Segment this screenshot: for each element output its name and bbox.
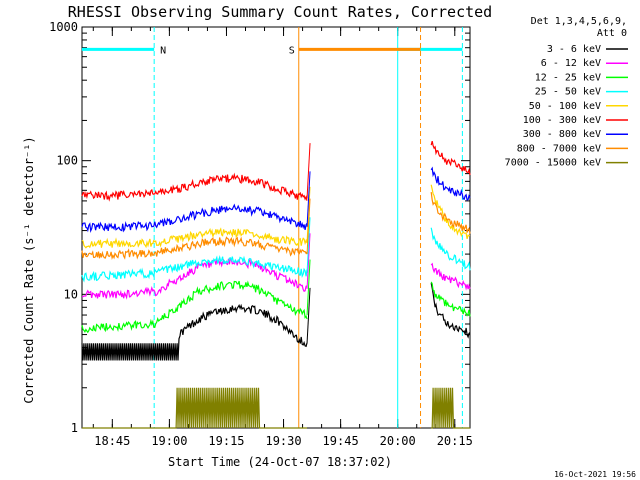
date-stamp: 16-Oct-2021 19:56 [554,470,636,479]
series-line-pre [81,227,308,249]
legend-entry-label: 3 - 6 keV [547,44,601,55]
x-tick-label: 19:30 [265,434,301,448]
x-tick-label: 20:15 [437,434,473,448]
series-spike [306,186,311,243]
legend-entry-label: 25 - 50 keV [535,87,601,98]
series-line-post [430,282,471,339]
series-spike [306,198,311,255]
series-line-post [430,184,471,240]
legend-header: Det 1,3,4,5,6,9, [531,16,627,27]
x-tick-label: 19:15 [208,434,244,448]
x-axis-label: Start Time (24-Oct-07 18:37:02) [168,455,392,469]
y-tick-label: 1000 [49,20,78,34]
x-tick-label: 18:45 [94,434,130,448]
series-line-pre [81,303,308,361]
series-line-post [430,140,471,176]
series-3-6keV [81,282,471,361]
series-800-7000keV [81,192,471,260]
legend-header: Att 0 [597,28,627,39]
series-12-25keV [81,259,471,334]
x-tick-label: 20:00 [380,434,416,448]
legend-entry-label: 6 - 12 keV [541,58,601,69]
series-line-pre [81,256,308,300]
series-line-post [430,166,471,201]
y-tick-label: 100 [56,154,78,168]
series-line-post [430,192,471,234]
series-spike [306,171,311,227]
series-spike [306,143,311,199]
annotation-label: S [289,45,295,56]
series-line-post [430,262,471,291]
series-spike [306,287,311,344]
series-7000-15000keV [82,387,470,429]
legend-entry-label: 12 - 25 keV [535,72,601,83]
legend-entry-label: 300 - 800 keV [523,129,601,140]
plot-frame [81,26,471,429]
series-line-post [430,227,471,271]
series-100-300keV [81,140,471,202]
series-line-pre [81,172,308,202]
series-300-800keV [81,166,471,233]
annotation-label: N [160,45,166,56]
legend-entry-label: 50 - 100 keV [529,101,601,112]
series-line-pre [81,203,308,233]
x-tick-label: 19:45 [323,434,359,448]
series-line-pre [81,236,308,260]
series-25-50keV [81,217,471,283]
y-tick-label: 1 [71,421,78,435]
series-spike [306,259,311,316]
legend-entry-label: 7000 - 15000 keV [505,158,601,169]
series-spike [306,233,311,289]
y-axis-label: Corrected Count Rate (s⁻¹ detector⁻¹) [22,136,36,403]
legend-entry-label: 800 - 7000 keV [517,143,601,154]
series-line-pre [81,255,308,283]
legend-entry-label: 100 - 300 keV [523,115,601,126]
x-tick-label: 19:00 [151,434,187,448]
y-tick-label: 10 [64,287,78,301]
series-50-100keV [81,184,471,249]
series-6-12keV [81,233,471,300]
series-line-post [430,281,471,317]
series-line-pre [82,387,307,429]
chart-title: RHESSI Observing Summary Count Rates, Co… [68,3,492,21]
series-spike [306,217,311,273]
series-line-post [431,387,470,429]
series-line-pre [81,280,308,334]
